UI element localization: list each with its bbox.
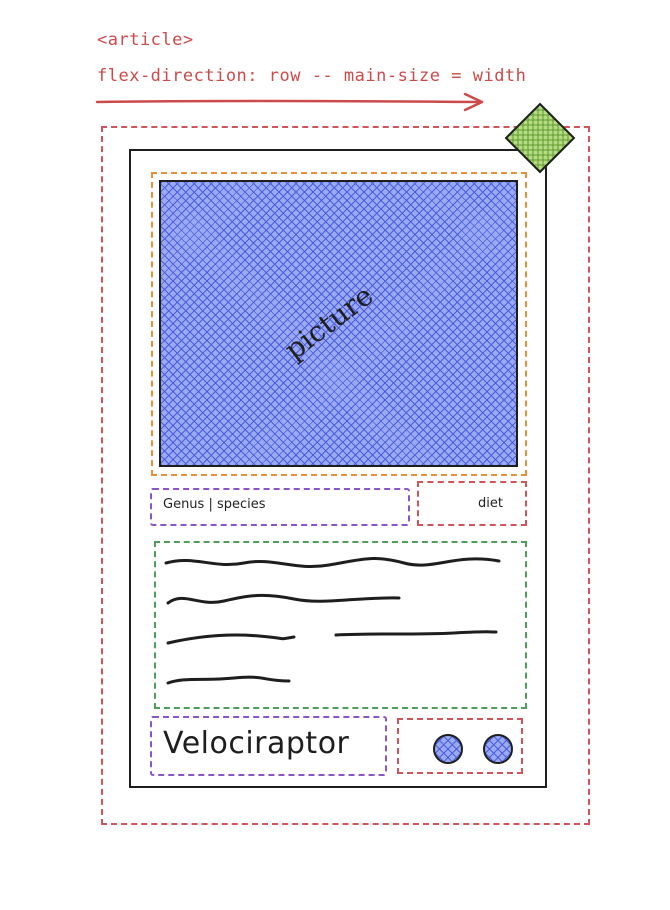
article-outline	[101, 126, 590, 825]
scribble-line	[334, 630, 498, 637]
scribble-line	[166, 593, 401, 605]
genus-species-box	[150, 488, 410, 526]
scribble-line	[166, 675, 291, 685]
main-axis-arrow	[95, 92, 484, 112]
genus-species-label: Genus | species	[163, 497, 266, 512]
picture-placeholder	[159, 180, 518, 467]
description-box	[154, 541, 527, 709]
circle-icon	[483, 734, 513, 764]
scribble-line	[166, 633, 296, 645]
circle-icon	[433, 734, 463, 764]
description-scribbles	[164, 557, 501, 685]
card-frame	[129, 149, 547, 788]
diet-label: diet	[478, 496, 503, 511]
diamond-shape	[504, 102, 576, 174]
flex-direction-label: flex-direction: row -- main-size = width	[97, 66, 527, 86]
article-tag-label: <article>	[97, 30, 194, 50]
diamond-marker	[504, 102, 576, 174]
dots-box	[397, 718, 523, 774]
scribble-line	[164, 557, 501, 569]
diet-box	[417, 481, 527, 526]
picture-container-outline	[151, 172, 527, 476]
dinosaur-name: Velociraptor	[163, 726, 350, 761]
name-box	[150, 716, 387, 776]
